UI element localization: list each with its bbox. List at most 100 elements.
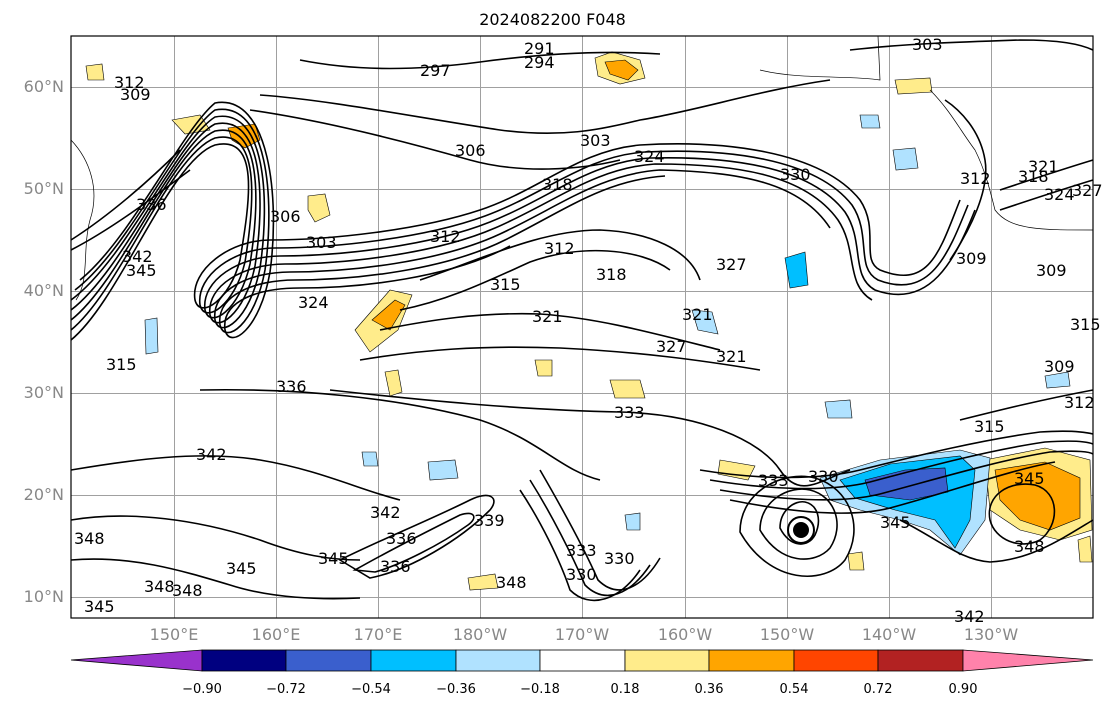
contour-label: 345 [226,559,257,578]
contour-label: 315 [1070,315,1101,334]
contour-label: 336 [136,195,167,214]
contour-label: 327 [716,255,747,274]
colorbar-segment [793,649,879,672]
contour-342 [70,455,401,501]
contour-label: 348 [144,577,175,596]
lon-label: 170°E [353,625,403,644]
contour-label: 345 [126,261,157,280]
contour-mid-321 [379,312,721,351]
contour-jet-1 [70,143,961,341]
contour-rightside-318 [999,179,1094,211]
contour-label: 291 [524,39,555,58]
contour-south-low-1 [338,494,495,579]
contour-label: 312 [1064,393,1095,412]
fill-blue-small-9 [824,399,853,419]
colorbar-tick-label: −0.36 [436,682,476,697]
coast-bc [929,89,1094,231]
contour-label: 318 [1018,167,1049,186]
contour-label: 330 [808,467,839,486]
contour-label: 333 [566,541,597,560]
contour-label: 345 [84,597,115,616]
filled-shading [85,51,1093,591]
contour-label: 342 [954,607,985,626]
colorbar-segment [624,649,710,672]
colorbar-tick-label: −0.18 [520,682,560,697]
lat-label: 20°N [23,485,64,504]
fill-blue-small-10 [361,451,379,467]
contour-label: 312 [960,169,991,188]
contour-label: 303 [912,35,943,54]
contour-label: 315 [106,355,137,374]
contour-label: 348 [496,573,527,592]
fill-yellow-6 [534,359,553,377]
contour-west-336 [70,149,181,241]
contour-east-band-2 [709,440,1094,490]
contour-label: 315 [490,275,521,294]
contour-north-297 [299,51,661,70]
fill-yellow-7 [609,379,646,399]
contour-low-center-3 [739,475,855,577]
contour-low-center-2 [759,488,838,560]
contour-label: 324 [634,147,665,166]
lon-label: 140°W [861,625,917,644]
fill-blue-small-4 [892,147,919,171]
low-center-marker-ring [787,516,815,544]
lon-label: 180°W [452,625,508,644]
contour-east-eddy [988,483,1056,545]
fill-blue-small-7 [1044,371,1071,389]
lon-label: 160°E [251,625,301,644]
contour-label: 309 [1036,261,1067,280]
contour-mid-327 [359,346,761,371]
contour-jet-3 [70,129,976,321]
contour-label: 342 [370,503,401,522]
contour-label: 294 [524,53,555,72]
contour-336 [199,388,601,481]
fill-orange-4 [371,299,406,331]
contour-east-band-1 [699,430,1094,479]
colorbar-extend-right [962,649,1094,672]
contour-lines [70,39,1094,602]
fill-blue-small-2 [427,459,459,481]
contour-label: 297 [420,61,451,80]
coastlines [70,35,1094,301]
contour-south-trough-1 [519,489,641,602]
contour-north-303b [849,39,1094,51]
fill-yellow-11 [467,573,499,591]
lat-label: 50°N [23,179,64,198]
lat-label: 40°N [23,281,64,300]
contour-west-330 [70,169,191,251]
low-center-marker [793,522,809,538]
colorbar-tick-label: 0.54 [779,682,809,697]
fill-yellow-9 [894,77,933,95]
contour-label: 309 [956,249,987,268]
contour-label: 315 [974,417,1005,436]
contour-label: 321 [532,307,563,326]
contour-north-303 [259,79,831,135]
contour-south-trough-3 [539,469,661,591]
contour-label: 321 [682,305,713,324]
contour-label: 345 [318,549,349,568]
colorbar-tick-label: −0.72 [266,682,306,697]
colorbar-segment [285,649,372,672]
contour-label: 336 [276,377,307,396]
fill-blue-small-5 [859,114,881,129]
contour-jet-6 [74,108,666,334]
contour-label: 348 [172,581,203,600]
contour-east-band-5 [899,519,1094,563]
colorbar-tick-label: −0.90 [182,682,222,697]
contour-label: 339 [474,511,505,530]
colorbar-extend-left [70,649,203,672]
contour-label: 348 [1014,537,1045,556]
contour-jet-4 [70,122,873,324]
colorbar-tick-label: 0.72 [863,682,893,697]
lon-label: 130°W [963,625,1019,644]
fill-yellow-5 [384,369,403,397]
contour-label: 309 [1044,357,1075,376]
contour-label: 303 [306,233,337,252]
lon-label: 170°W [554,625,610,644]
fill-blue-small-3 [784,251,809,289]
colorbar-segment [877,649,964,672]
lat-label: 10°N [23,587,64,606]
fill-blue-small-8 [691,309,719,335]
fill-yellow-3 [307,193,331,223]
